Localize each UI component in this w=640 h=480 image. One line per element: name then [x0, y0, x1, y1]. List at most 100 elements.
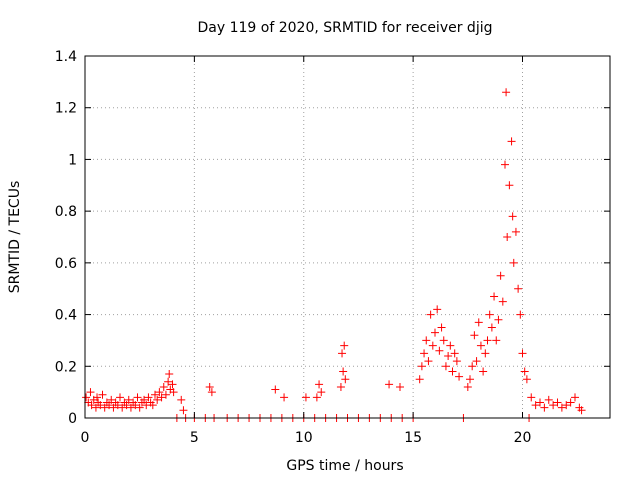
data-point: [148, 401, 157, 410]
data-point: [396, 382, 404, 391]
data-point: [159, 382, 168, 391]
data-point: [492, 336, 501, 345]
data-point: [433, 305, 442, 314]
data-points: [82, 88, 586, 422]
data-point: [470, 331, 479, 340]
data-point: [448, 367, 457, 376]
data-point: [466, 375, 474, 384]
data-point: [444, 351, 453, 360]
data-point: [153, 395, 162, 404]
data-point: [435, 346, 444, 355]
y-tick-label: 0.2: [55, 359, 77, 375]
data-point: [516, 310, 525, 319]
axis-ticks: 0 0.2 0.4 0.6 0.8 1 1.2 1.4 0 5 10 15 20: [55, 49, 610, 446]
data-point: [113, 401, 122, 410]
data-point: [439, 336, 448, 345]
data-point: [164, 377, 173, 386]
data-point: [168, 380, 177, 389]
data-point: [317, 388, 326, 397]
data-point: [479, 367, 488, 376]
data-point: [507, 137, 516, 146]
data-point: [116, 393, 124, 402]
x-tick-label: 20: [514, 430, 532, 446]
data-point: [520, 367, 529, 376]
x-tick-label: 15: [404, 430, 422, 446]
data-point: [502, 88, 511, 97]
data-point: [118, 403, 127, 412]
data-point: [540, 403, 549, 412]
data-point: [420, 349, 429, 358]
plot-frame: [84, 55, 611, 419]
data-point: [441, 362, 450, 371]
data-point: [511, 227, 520, 236]
data-point: [485, 310, 494, 319]
data-point: [144, 393, 153, 402]
data-point: [126, 403, 135, 412]
data-point: [452, 357, 461, 366]
data-point: [339, 367, 348, 376]
data-point: [87, 401, 96, 410]
data-point: [165, 370, 174, 379]
data-point: [422, 336, 431, 345]
data-point: [508, 212, 517, 221]
x-axis-label: GPS time / hours: [286, 458, 403, 474]
data-point: [131, 401, 140, 410]
y-tick-label: 1.4: [55, 49, 77, 65]
data-point: [82, 393, 91, 402]
x-tick-label: 10: [295, 430, 313, 446]
data-point: [428, 341, 437, 350]
data-point: [518, 349, 527, 358]
data-point: [481, 349, 490, 358]
data-point: [179, 406, 188, 415]
data-point: [522, 375, 531, 384]
data-point: [315, 380, 324, 389]
data-point: [487, 323, 496, 332]
data-point: [336, 382, 345, 391]
data-point: [161, 390, 170, 399]
data-point: [417, 362, 426, 371]
data-point: [140, 395, 149, 404]
x-tick-label: 5: [190, 430, 199, 446]
data-point: [514, 284, 523, 293]
y-tick-label: 1: [68, 152, 77, 168]
data-point: [577, 406, 586, 415]
data-point: [177, 395, 186, 404]
data-point: [157, 393, 166, 402]
data-point: [474, 318, 483, 327]
data-point: [312, 393, 321, 402]
data-point: [431, 328, 439, 337]
x-tick-label: 0: [81, 430, 90, 446]
data-point: [426, 310, 435, 319]
data-point: [531, 401, 540, 410]
data-point: [557, 403, 566, 412]
data-point: [483, 336, 492, 345]
data-point: [135, 403, 144, 412]
y-tick-label: 0.6: [55, 256, 77, 272]
data-point: [169, 388, 178, 397]
data-point: [450, 349, 459, 358]
data-point: [437, 323, 446, 332]
data-point: [472, 357, 481, 366]
data-point: [93, 393, 102, 402]
data-point: [544, 395, 553, 404]
y-tick-label: 1.2: [55, 101, 77, 117]
data-point: [415, 375, 424, 384]
data-point: [109, 403, 118, 412]
data-point: [571, 393, 579, 402]
data-point: [86, 388, 95, 397]
data-point: [105, 401, 114, 410]
data-point: [340, 341, 349, 350]
data-point: [122, 401, 131, 410]
data-point: [155, 388, 164, 397]
data-point: [509, 258, 518, 267]
data-point: [280, 393, 289, 402]
data-point: [503, 233, 512, 241]
data-point: [463, 382, 472, 391]
data-point: [271, 385, 280, 394]
data-point: [98, 390, 107, 399]
data-point: [338, 349, 347, 358]
data-point: [496, 271, 505, 280]
data-point: [301, 393, 310, 402]
data-point: [527, 393, 536, 402]
